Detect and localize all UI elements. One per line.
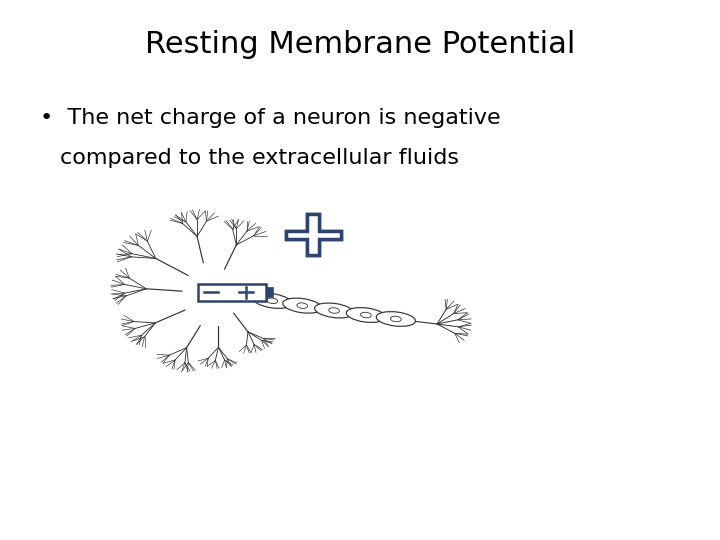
Ellipse shape (283, 298, 322, 313)
Ellipse shape (267, 298, 278, 303)
Ellipse shape (361, 312, 372, 318)
Text: •  The net charge of a neuron is negative: • The net charge of a neuron is negative (40, 108, 500, 128)
Bar (198, 284, 266, 301)
Bar (266, 287, 273, 297)
Ellipse shape (297, 303, 307, 308)
Bar (286, 231, 341, 239)
Ellipse shape (329, 308, 339, 313)
Text: compared to the extracellular fluids: compared to the extracellular fluids (60, 148, 459, 168)
Bar (307, 214, 319, 255)
Ellipse shape (253, 293, 292, 308)
Ellipse shape (346, 308, 385, 322)
Ellipse shape (315, 303, 354, 318)
Ellipse shape (377, 312, 415, 326)
Ellipse shape (390, 316, 401, 322)
Text: Resting Membrane Potential: Resting Membrane Potential (145, 30, 575, 59)
Polygon shape (286, 214, 341, 255)
